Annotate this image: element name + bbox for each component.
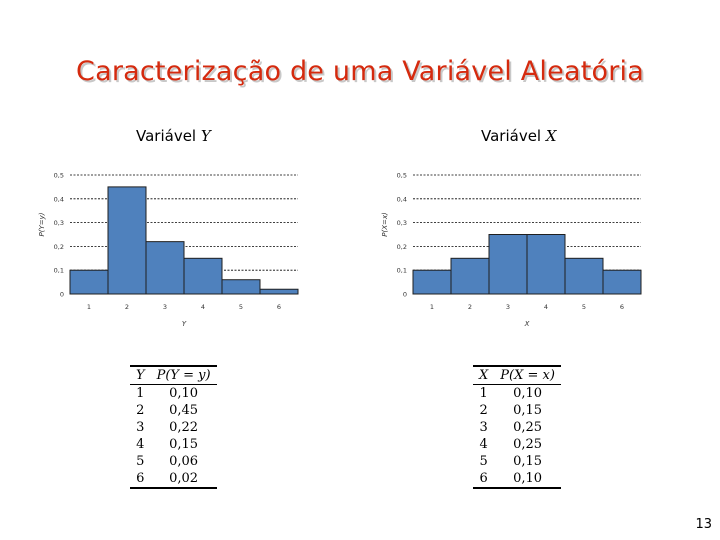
x-tick-label: 1	[87, 303, 91, 311]
variable-y-label: Variável Y	[136, 127, 211, 145]
table-row: 3 0,22	[130, 419, 217, 436]
variable-x-label-symbol: X	[545, 127, 557, 145]
bar	[602, 269, 642, 295]
table-row: 6 0,02	[130, 470, 217, 489]
y-tick-label: 0,3	[54, 219, 64, 227]
y-tick-label: 0,5	[397, 172, 407, 180]
y-tick-label: 0,1	[397, 267, 407, 275]
table-cell: 1	[136, 386, 145, 401]
x-tick-label: 2	[125, 303, 129, 311]
table-cell: 0,45	[169, 403, 199, 418]
y-tick-label: 0	[60, 291, 64, 299]
y-tick-label: 0,4	[54, 195, 64, 203]
table-row: 4 0,25	[473, 436, 561, 453]
bar	[526, 234, 566, 295]
y-tick-label: 0,2	[397, 243, 407, 251]
x-tick-label: 5	[239, 303, 243, 311]
bar	[183, 257, 223, 295]
table-row: 1 0,10	[473, 385, 561, 403]
bar	[564, 257, 604, 295]
bar	[259, 288, 299, 295]
x-tick-label: 6	[620, 303, 624, 311]
table-row: 6 0,10	[473, 470, 561, 489]
table-cell: 0,10	[494, 470, 561, 489]
table-row: 5 0,06	[130, 453, 217, 470]
table-cell: 0,06	[169, 454, 199, 469]
bar	[221, 279, 261, 295]
table-row: 2 0,45	[130, 402, 217, 419]
x-tick-label: 4	[201, 303, 205, 311]
chart-variable-x: 0 0,1 0,2 0,3 0,4 0,5 1 2 3 4 5 6 X P(X=x)	[381, 172, 642, 328]
table-x-header-prob: P(X = x)	[494, 365, 561, 385]
x-tick-label: 3	[506, 303, 510, 311]
y-axis-label: P(X=x)	[381, 212, 389, 237]
table-row: 4 0,15	[130, 436, 217, 453]
table-y-header-prob: P(Y = y)	[150, 365, 217, 385]
table-cell: 4	[479, 437, 488, 452]
table-row: 3 0,25	[473, 419, 561, 436]
bar	[450, 257, 490, 295]
table-variable-x: X P(X = x) 1 0,10 2 0,15 3 0,25 4 0,25 5 0,15…	[473, 365, 561, 489]
table-cell: 0,10	[513, 386, 543, 401]
x-axis-label: Y	[182, 320, 187, 328]
y-tick-label: 0	[403, 291, 407, 299]
y-axis-label: P(Y=y)	[38, 212, 46, 236]
slide-title: Caracterização de uma Variável Aleatória	[76, 56, 644, 87]
y-tick-label: 0,1	[54, 267, 64, 275]
table-cell: 0,22	[169, 420, 199, 435]
variable-x-label: Variável X	[481, 127, 557, 145]
chart-variable-y: 0 0,1 0,2 0,3 0,4 0,5 1 2 3 4 5 6 Y P(Y=y)	[38, 172, 299, 328]
table-cell: 0,25	[513, 420, 543, 435]
table-cell: 3	[479, 420, 488, 435]
table-x-header-value: X	[473, 365, 495, 385]
table-cell: 4	[136, 437, 145, 452]
table-cell: 0,15	[513, 454, 543, 469]
table-cell: 0,15	[169, 437, 199, 452]
table-y-header-value: Y	[130, 365, 151, 385]
table-cell: 0,10	[169, 386, 199, 401]
x-tick-label: 3	[163, 303, 167, 311]
x-tick-label: 6	[277, 303, 281, 311]
bar	[412, 269, 452, 295]
y-tick-label: 0,5	[54, 172, 64, 180]
variable-y-label-symbol: Y	[200, 127, 211, 145]
table-cell: 0,02	[150, 470, 217, 489]
table-variable-y: Y P(Y = y) 1 0,10 2 0,45 3 0,22 4 0,15 5 0,06…	[130, 365, 217, 489]
x-tick-label: 1	[430, 303, 434, 311]
bar	[107, 186, 147, 295]
y-tick-label: 0,2	[54, 243, 64, 251]
table-cell: 6	[473, 470, 495, 489]
variable-y-label-prefix: Variável	[136, 127, 197, 145]
x-tick-label: 4	[544, 303, 548, 311]
table-cell: 0,15	[513, 403, 543, 418]
bar	[145, 241, 185, 295]
table-cell: 2	[136, 403, 145, 418]
table-cell: 5	[479, 454, 488, 469]
table-row: 2 0,15	[473, 402, 561, 419]
table-cell: 5	[136, 454, 145, 469]
page-number: 13	[695, 517, 712, 532]
bar	[69, 269, 109, 295]
variable-x-label-prefix: Variável	[481, 127, 542, 145]
table-cell: 2	[479, 403, 488, 418]
x-axis-label: X	[524, 320, 530, 328]
bar	[488, 234, 528, 295]
table-cell: 6	[130, 470, 151, 489]
table-row: 1 0,10	[130, 385, 217, 403]
x-tick-label: 5	[582, 303, 586, 311]
table-cell: 3	[136, 420, 145, 435]
table-row: 5 0,15	[473, 453, 561, 470]
table-cell: 1	[479, 386, 488, 401]
table-cell: 0,25	[513, 437, 543, 452]
y-tick-label: 0,3	[397, 219, 407, 227]
y-tick-label: 0,4	[397, 195, 407, 203]
x-tick-label: 2	[468, 303, 472, 311]
